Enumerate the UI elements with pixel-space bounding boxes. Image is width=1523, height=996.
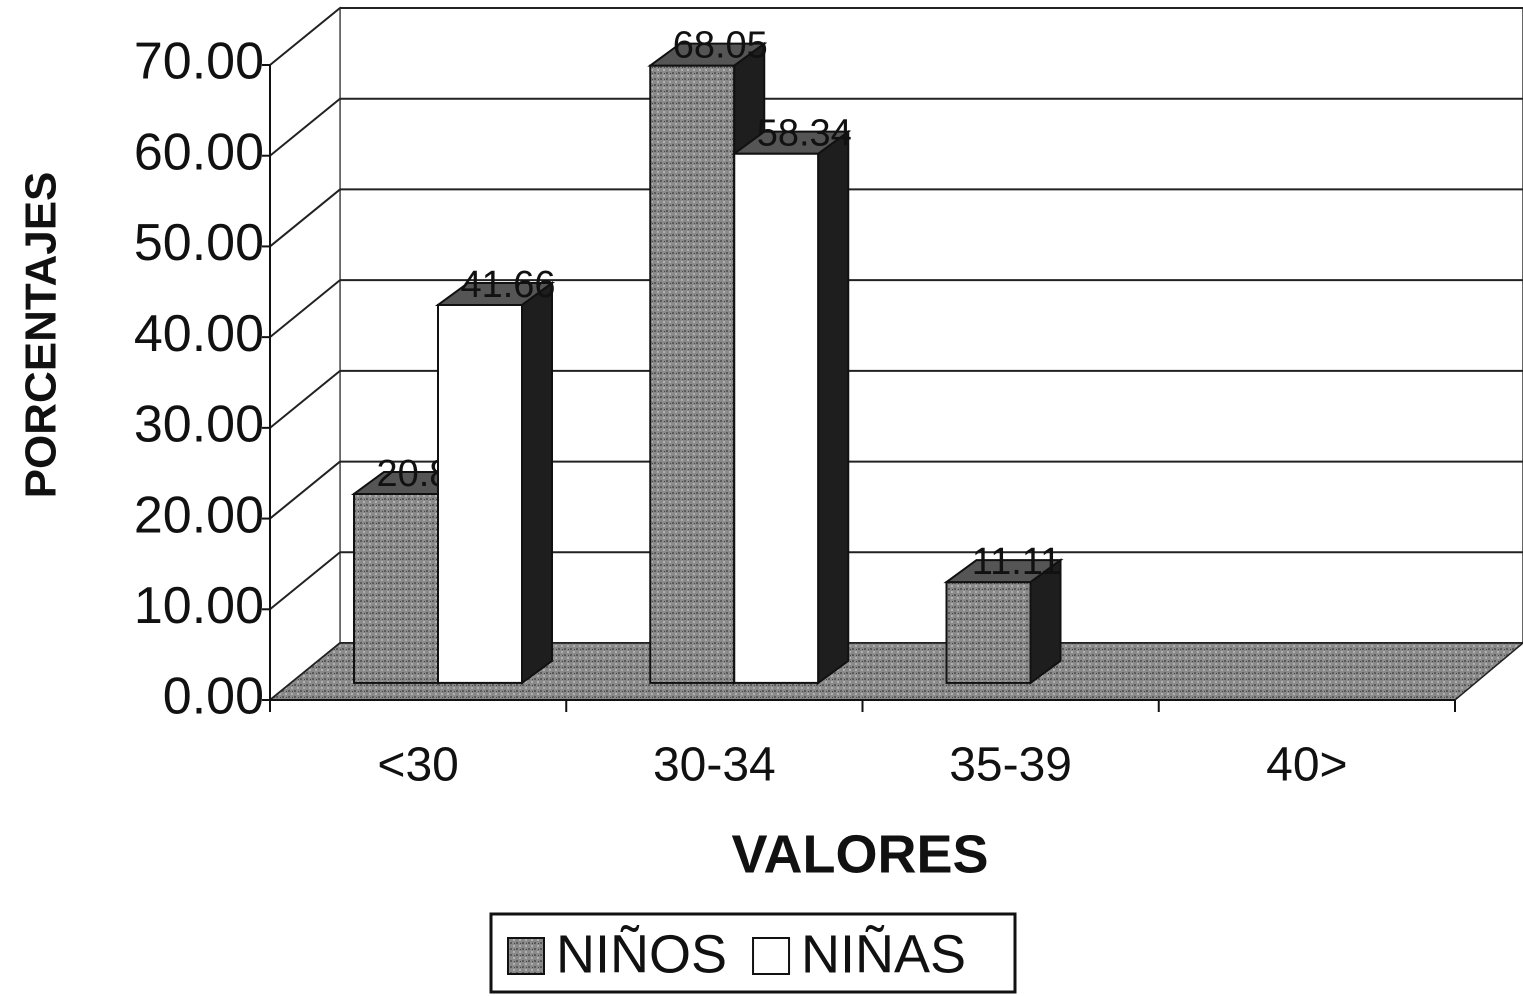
x-tick-label: 40> (1266, 739, 1347, 792)
x-tick-label: <30 (377, 739, 458, 792)
data-label: 68.05 (673, 25, 768, 67)
y-tick-label: 10.00 (134, 577, 264, 635)
y-tick-label: 50.00 (134, 214, 264, 272)
bar-side (817, 129, 850, 685)
y-tick-label: 40.00 (134, 305, 264, 363)
legend-label: NIÑOS (556, 924, 727, 984)
legend-swatch (752, 937, 791, 975)
data-label: 41.66 (460, 264, 555, 306)
bar (649, 64, 736, 684)
grid-line (269, 7, 341, 66)
y-tick-label: 70.00 (134, 33, 264, 91)
grid-line (269, 370, 341, 429)
x-axis-title: VALORES (731, 824, 988, 884)
bar-top (731, 130, 852, 155)
bar-side (521, 281, 553, 685)
legend-label: NIÑAS (801, 924, 966, 984)
grid-line (269, 460, 341, 520)
grid-line (269, 279, 341, 338)
y-tick-label: 20.00 (134, 486, 264, 544)
side-wall (269, 6, 341, 702)
y-tick-label: 30.00 (134, 396, 264, 454)
data-label: 11.11 (972, 541, 1061, 583)
legend-swatch (507, 937, 545, 975)
data-label: 58.34 (757, 113, 852, 155)
x-tick-label: 30-34 (653, 739, 776, 792)
bar-top (434, 281, 556, 306)
bar (945, 581, 1032, 684)
bar (733, 152, 820, 684)
grid-line (269, 188, 341, 248)
bar (437, 303, 523, 684)
grid-line (269, 97, 341, 157)
y-axis-title: PORCENTAJES (17, 172, 66, 499)
bar-top (943, 559, 1064, 584)
y-tick-label: 60.00 (134, 123, 264, 181)
grid-line (269, 551, 341, 611)
x-tick-label: 35-39 (949, 739, 1072, 792)
bar (353, 492, 439, 684)
bar-top (647, 42, 768, 67)
y-tick-label: 0.00 (163, 668, 264, 726)
